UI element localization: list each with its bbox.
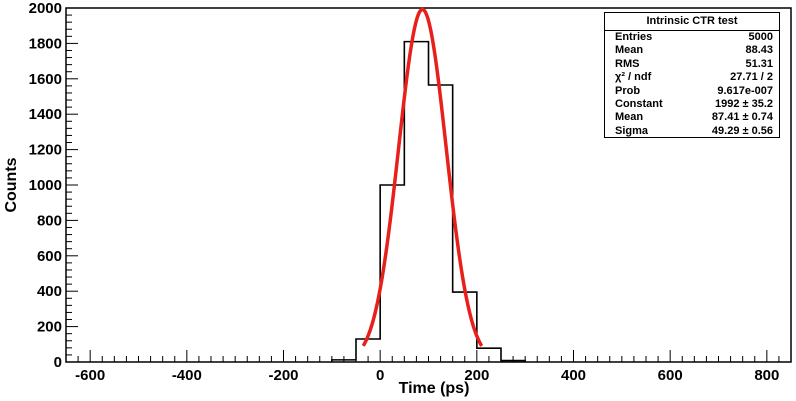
y-tick-label: 600 xyxy=(37,248,62,265)
stats-label: Mean xyxy=(615,44,644,57)
stats-label: Prob xyxy=(615,84,641,97)
stats-row: RMS 51.31 xyxy=(605,58,779,71)
stats-label: Constant xyxy=(615,97,663,110)
stats-value: 27.71 / 2 xyxy=(730,71,773,84)
stats-label: Entries xyxy=(615,31,653,43)
x-axis-title: Time (ps) xyxy=(399,380,470,397)
y-tick-label: 200 xyxy=(37,319,62,336)
x-tick-label: -200 xyxy=(268,367,298,384)
stats-value: 5000 xyxy=(748,31,773,43)
y-tick-label: 2000 xyxy=(29,0,62,17)
stats-label: RMS xyxy=(615,57,640,70)
stats-value: 51.31 xyxy=(745,57,773,70)
x-tick-label: -600 xyxy=(75,367,105,384)
y-tick-label: 800 xyxy=(37,212,62,229)
y-tick-label: 1000 xyxy=(29,177,62,194)
stats-value: 49.29 ± 0.56 xyxy=(711,124,773,137)
stats-value: 9.617e-007 xyxy=(717,84,773,97)
histogram-outline xyxy=(331,40,526,362)
stats-row: Mean 88.43 xyxy=(605,44,779,57)
stats-row: Mean 87.41 ± 0.74 xyxy=(605,111,779,124)
x-tick-label: 800 xyxy=(754,367,779,384)
y-tick-label: 0 xyxy=(54,354,62,371)
y-tick-label: 1400 xyxy=(29,106,62,123)
stats-value: 87.41 ± 0.74 xyxy=(711,111,773,124)
stats-label: Mean xyxy=(615,111,644,124)
stats-row: χ² / ndf 27.71 / 2 xyxy=(605,71,779,84)
x-tick-label: -400 xyxy=(172,367,202,384)
stats-value: 1992 ± 35.2 xyxy=(714,97,773,110)
stats-row: Entries 5000 xyxy=(605,31,779,44)
stats-row: Constant 1992 ± 35.2 xyxy=(605,98,779,111)
stats-label: Sigma xyxy=(615,124,649,137)
y-tick-label: 1200 xyxy=(29,142,62,159)
stats-label: χ² / ndf xyxy=(615,71,652,84)
y-axis-title: Counts xyxy=(3,157,20,212)
x-tick-label: 200 xyxy=(464,367,489,384)
stats-rows: Entries 5000 Mean 88.43 RMS 51.31 χ² / ndf 27.7… xyxy=(605,31,779,138)
histogram-bin xyxy=(429,85,453,362)
x-tick-label: 400 xyxy=(561,367,586,384)
y-tick-label: 1600 xyxy=(29,71,62,88)
y-tick-label: 400 xyxy=(37,283,62,300)
stats-title: Intrinsic CTR test xyxy=(605,13,779,31)
stats-value: 88.43 xyxy=(745,44,773,57)
x-tick-label: 0 xyxy=(376,367,384,384)
gaussian-fit-curve xyxy=(361,7,484,347)
stats-row: Sigma 49.29 ± 0.56 xyxy=(605,125,779,138)
stats-row: Prob 9.617e-007 xyxy=(605,85,779,98)
y-tick-label: 1800 xyxy=(29,35,62,52)
x-tick-label: 600 xyxy=(658,367,683,384)
stats-box: Intrinsic CTR test Entries 5000 Mean 88.43 R… xyxy=(604,12,780,138)
histogram-bin xyxy=(404,42,428,362)
